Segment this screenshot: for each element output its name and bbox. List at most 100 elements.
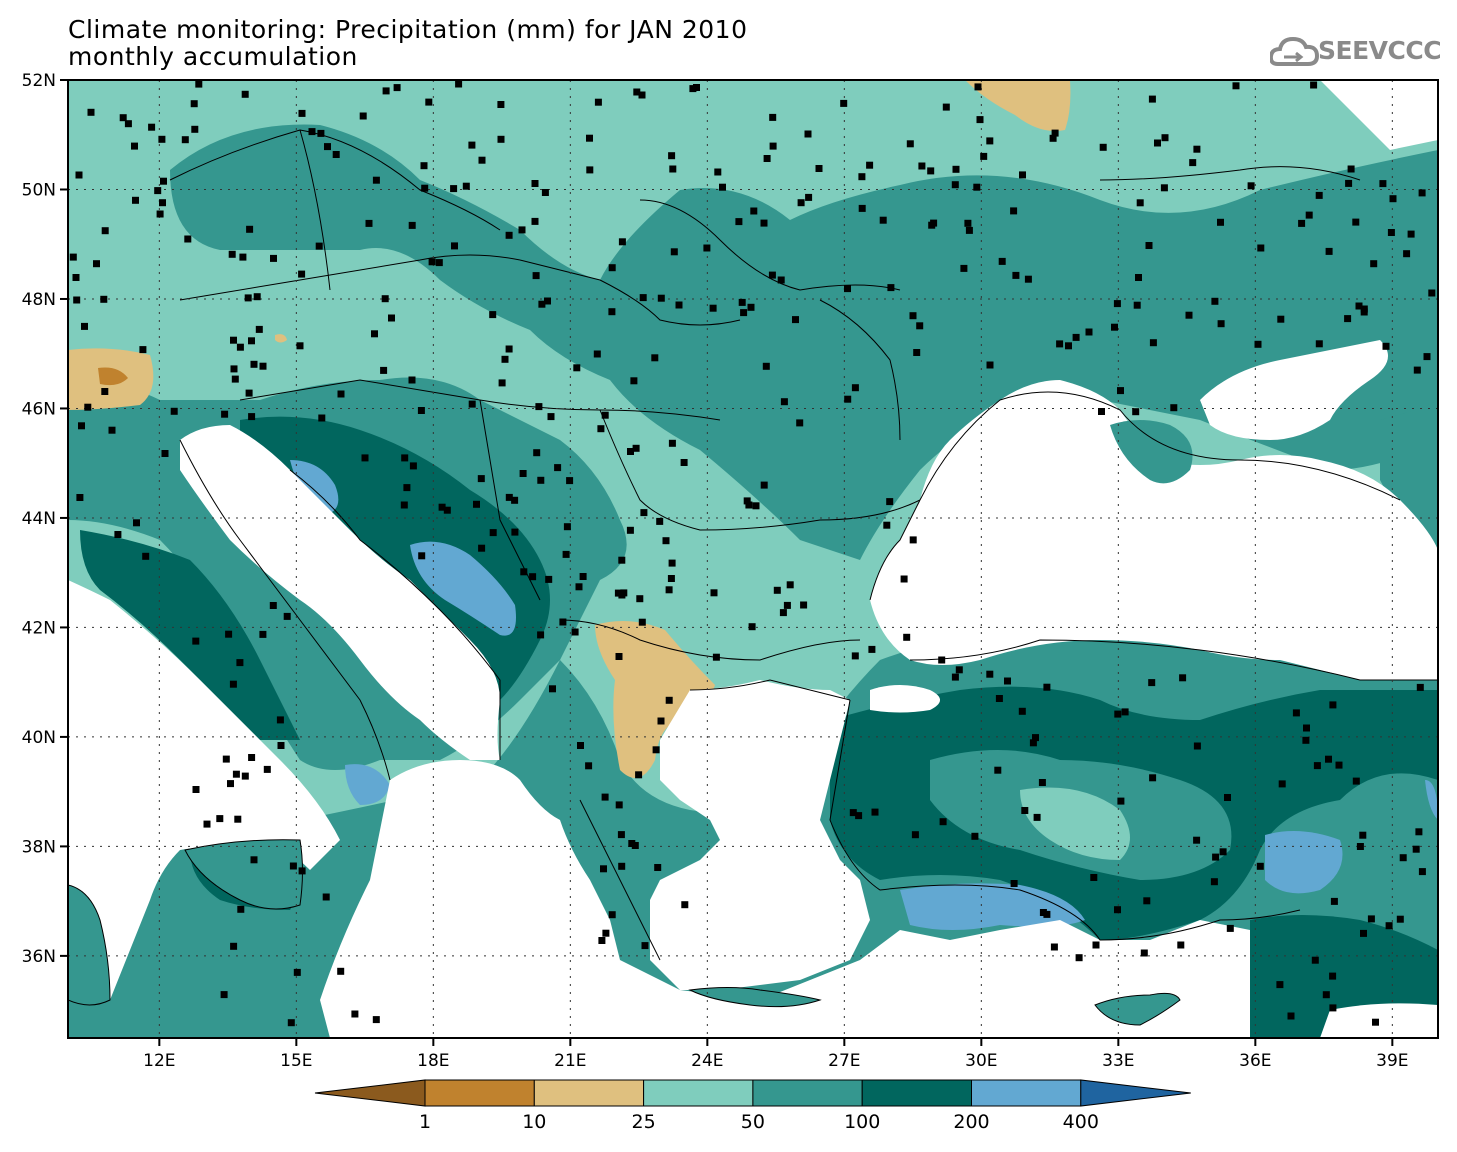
station-marker (586, 134, 593, 142)
station-marker (709, 304, 717, 312)
station-marker (939, 818, 947, 826)
station-marker (906, 140, 914, 148)
station-marker (287, 1019, 295, 1027)
station-marker (537, 631, 545, 639)
station-marker (1298, 219, 1306, 227)
station-marker (421, 184, 429, 192)
station-marker (1367, 915, 1375, 923)
colorbar: 1 10 25 50 100 200 400 (314, 1079, 1191, 1133)
station-marker (231, 375, 239, 383)
station-marker (1098, 408, 1105, 415)
station-marker (84, 403, 92, 411)
station-marker (1278, 780, 1286, 788)
lat-tick-label: 48N (22, 290, 56, 310)
sea-azov (1200, 340, 1388, 440)
station-marker (1370, 260, 1378, 268)
sea-tyrrhenian (68, 580, 340, 1000)
station-marker (408, 221, 416, 229)
station-marker (1018, 707, 1026, 715)
station-marker (511, 528, 519, 536)
border-line (639, 199, 901, 291)
station-marker (289, 862, 297, 870)
station-marker (317, 129, 325, 137)
station-marker (639, 294, 647, 302)
station-marker (78, 422, 85, 430)
station-marker (298, 270, 306, 278)
station-marker (1226, 924, 1234, 932)
station-marker (601, 793, 609, 801)
station-marker (337, 967, 345, 975)
station-marker (1114, 710, 1122, 718)
station-marker (195, 80, 203, 88)
station-marker (585, 762, 593, 770)
station-marker (498, 379, 506, 387)
station-marker (468, 400, 476, 408)
station-marker (497, 101, 505, 108)
station-marker (1113, 300, 1121, 308)
station-marker (191, 125, 199, 133)
station-marker (871, 808, 879, 816)
station-marker (372, 176, 380, 184)
station-marker (630, 377, 638, 385)
station-marker (586, 166, 594, 174)
station-marker (797, 199, 805, 207)
station-marker (511, 496, 519, 504)
island-cyprus (1094, 992, 1181, 1026)
station-marker (148, 123, 156, 131)
station-marker (241, 772, 249, 780)
station-marker (886, 498, 894, 506)
station-marker (738, 298, 746, 306)
station-marker (241, 90, 249, 98)
station-marker (239, 253, 247, 261)
sea-ionian (320, 760, 620, 1038)
sea-black (870, 380, 1438, 680)
station-marker (544, 297, 551, 305)
lon-tick-label: 33E (1102, 1051, 1134, 1071)
station-marker (719, 183, 726, 191)
station-marker (1315, 340, 1323, 348)
station-marker (712, 653, 720, 661)
station-marker (283, 612, 291, 620)
station-marker (942, 103, 950, 111)
station-marker (740, 309, 748, 317)
station-marker (250, 360, 258, 368)
station-marker (533, 449, 541, 457)
station-marker (1379, 180, 1387, 188)
station-marker (1211, 297, 1219, 305)
station-marker (805, 193, 813, 201)
border-line (519, 259, 741, 326)
station-marker (158, 135, 166, 143)
station-marker (747, 303, 755, 311)
field-200-400-east-edge (1425, 780, 1438, 820)
station-marker (114, 531, 122, 538)
station-marker (866, 161, 874, 169)
logo-text: SEEVCCC (1318, 36, 1442, 65)
border-line (239, 379, 721, 421)
station-marker (938, 656, 946, 664)
station-marker (1396, 915, 1404, 923)
island-sardinia-edge (68, 884, 111, 1006)
station-marker (858, 173, 866, 181)
station-marker (597, 425, 605, 433)
station-marker (139, 346, 147, 354)
station-marker (124, 120, 132, 128)
station-marker (654, 864, 662, 871)
station-marker (669, 165, 677, 173)
station-marker (563, 523, 571, 531)
station-marker (451, 242, 458, 250)
station-marker (1193, 836, 1201, 844)
station-marker (1360, 305, 1368, 313)
station-marker (851, 652, 859, 660)
station-marker (1148, 95, 1156, 103)
sea-northeast (1320, 80, 1438, 150)
station-marker (1385, 922, 1393, 930)
station-marker (455, 80, 463, 88)
station-marker (1010, 207, 1018, 215)
station-marker (1359, 831, 1367, 839)
station-marker (1117, 797, 1125, 805)
station-marker (965, 226, 973, 234)
station-marker (170, 407, 178, 415)
borders (169, 129, 1438, 961)
station-marker (537, 476, 545, 484)
station-marker (253, 293, 261, 301)
